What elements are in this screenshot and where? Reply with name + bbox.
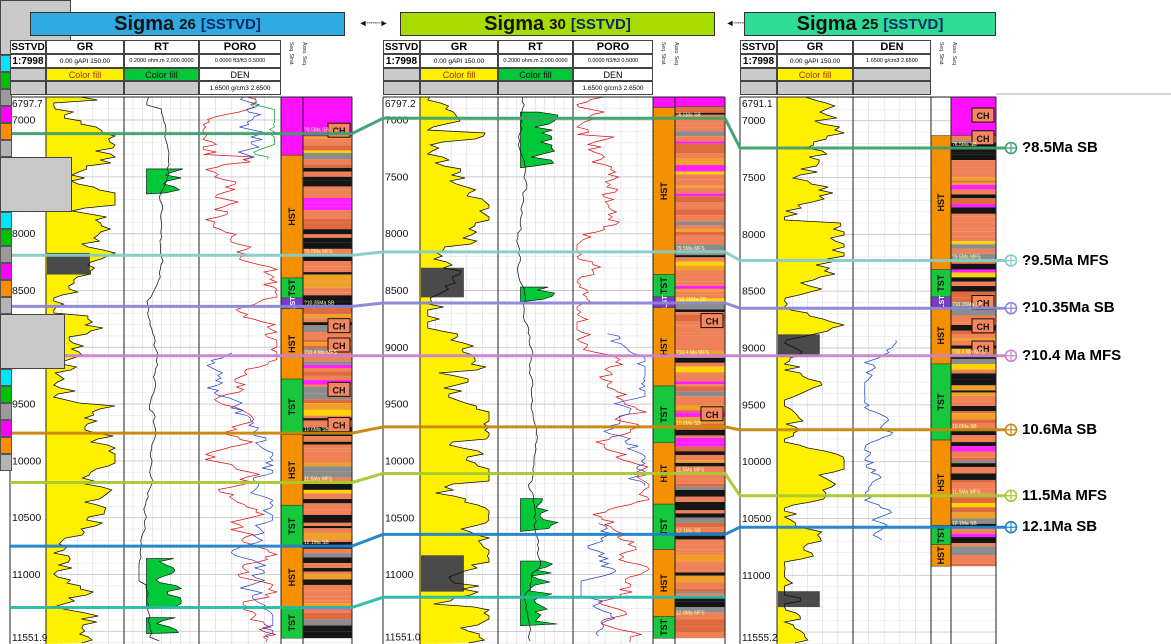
svg-text:8500: 8500	[12, 285, 36, 297]
svg-text:11000: 11000	[12, 569, 41, 581]
svg-text:HST: HST	[287, 334, 297, 353]
svg-text:11.5Ma MFS: 11.5Ma MFS	[952, 490, 981, 496]
svg-text:11551.9: 11551.9	[12, 633, 48, 644]
svg-text:10000: 10000	[742, 456, 771, 468]
svg-text:HST: HST	[936, 326, 946, 345]
svg-text:8000: 8000	[742, 229, 766, 241]
svg-text:?10.4 Ma MFS: ?10.4 Ma MFS	[304, 350, 337, 356]
svg-text:10.6Ma SB: 10.6Ma SB	[304, 427, 329, 433]
svg-text:CH: CH	[977, 111, 990, 121]
svg-text:?9.5Ma MFS: ?9.5Ma MFS	[952, 255, 981, 261]
svg-text:10000: 10000	[385, 455, 414, 467]
svg-text:7500: 7500	[742, 172, 766, 184]
svg-text:TST: TST	[287, 279, 297, 297]
svg-text:HST: HST	[659, 337, 669, 356]
svg-text:TST: TST	[659, 518, 669, 536]
svg-text:HST: HST	[936, 473, 946, 492]
svg-text:TST: TST	[936, 393, 946, 411]
svg-text:CH: CH	[333, 385, 346, 395]
svg-text:11.5Ma MFS: 11.5Ma MFS	[676, 467, 705, 473]
svg-text:?9.5Ma MFS: ?9.5Ma MFS	[676, 246, 705, 252]
svg-text:9000: 9000	[742, 343, 766, 355]
svg-text:12.8Ma MFS: 12.8Ma MFS	[676, 611, 705, 617]
svg-text:HST: HST	[936, 193, 946, 212]
svg-text:10500: 10500	[742, 513, 771, 525]
svg-text:?9.5Ma MFS: ?9.5Ma MFS	[304, 249, 333, 255]
svg-text:CH: CH	[333, 421, 346, 431]
svg-text:12.1Ma SB: 12.1Ma SB	[676, 528, 701, 534]
svg-text:10.6Ma SB: 10.6Ma SB	[952, 424, 977, 430]
svg-text:?10.35Ma SB: ?10.35Ma SB	[952, 302, 983, 308]
svg-text:7000: 7000	[12, 114, 36, 126]
svg-text:LST: LST	[290, 296, 297, 310]
svg-text:?8.5Ma SB: ?8.5Ma SB	[952, 142, 977, 148]
svg-text:TST: TST	[659, 277, 669, 295]
svg-text:CH: CH	[706, 317, 719, 327]
svg-text:TST: TST	[659, 405, 669, 423]
svg-text:CH: CH	[977, 322, 990, 332]
svg-text:HST: HST	[287, 568, 297, 587]
svg-text:?8.5Ma SB: ?8.5Ma SB	[304, 128, 329, 134]
svg-text:11551.0: 11551.0	[385, 633, 421, 644]
svg-text:11000: 11000	[385, 569, 414, 581]
svg-text:CH: CH	[977, 134, 990, 144]
svg-text:12.1Ma SB: 12.1Ma SB	[952, 521, 977, 527]
svg-text:LST: LST	[939, 295, 946, 309]
svg-text:10500: 10500	[385, 512, 414, 524]
svg-text:TST: TST	[287, 398, 297, 416]
svg-text:11000: 11000	[742, 570, 771, 582]
svg-text:CH: CH	[333, 126, 346, 136]
svg-text:CH: CH	[706, 410, 719, 420]
svg-text:CH: CH	[333, 341, 346, 351]
svg-text:TST: TST	[287, 614, 297, 632]
svg-text:8500: 8500	[385, 285, 409, 297]
svg-text:8500: 8500	[742, 286, 766, 298]
svg-text:HST: HST	[936, 546, 946, 565]
svg-text:6791.1: 6791.1	[742, 99, 773, 110]
svg-text:9500: 9500	[12, 399, 36, 411]
svg-text:11.5Ma MFS: 11.5Ma MFS	[304, 476, 333, 482]
svg-text:12.1Ma SB: 12.1Ma SB	[304, 540, 329, 546]
svg-text:10500: 10500	[12, 512, 41, 524]
svg-text:10.6Ma SB: 10.6Ma SB	[676, 421, 701, 427]
svg-text:HST: HST	[287, 460, 297, 479]
svg-text:10000: 10000	[12, 455, 41, 467]
svg-text:11555.2: 11555.2	[742, 633, 778, 644]
svg-text:?10.4 Ma MFS: ?10.4 Ma MFS	[952, 350, 985, 356]
svg-text:8000: 8000	[385, 228, 409, 240]
svg-text:CH: CH	[977, 299, 990, 309]
svg-text:HST: HST	[287, 207, 297, 226]
svg-text:9500: 9500	[385, 399, 409, 411]
svg-text:8000: 8000	[12, 228, 36, 240]
svg-text:?10.35Ma SB: ?10.35Ma SB	[304, 300, 335, 306]
svg-text:6797.2: 6797.2	[385, 99, 416, 110]
svg-text:HST: HST	[659, 182, 669, 201]
svg-text:TST: TST	[287, 517, 297, 535]
svg-text:?8.5Ma SB: ?8.5Ma SB	[676, 112, 701, 118]
svg-text:7000: 7000	[742, 115, 766, 127]
svg-text:CH: CH	[977, 344, 990, 354]
svg-text:?10.4 Ma MFS: ?10.4 Ma MFS	[676, 350, 709, 356]
svg-text:?10.35Ma SB: ?10.35Ma SB	[676, 297, 707, 303]
svg-text:TST: TST	[936, 274, 946, 292]
svg-text:7500: 7500	[385, 171, 409, 183]
svg-text:TST: TST	[659, 618, 669, 636]
svg-text:6797.7: 6797.7	[12, 99, 43, 110]
svg-text:CH: CH	[333, 322, 346, 332]
svg-text:HST: HST	[659, 574, 669, 593]
svg-text:9500: 9500	[742, 399, 766, 411]
svg-text:9000: 9000	[385, 342, 409, 354]
svg-text:TST: TST	[936, 526, 946, 544]
